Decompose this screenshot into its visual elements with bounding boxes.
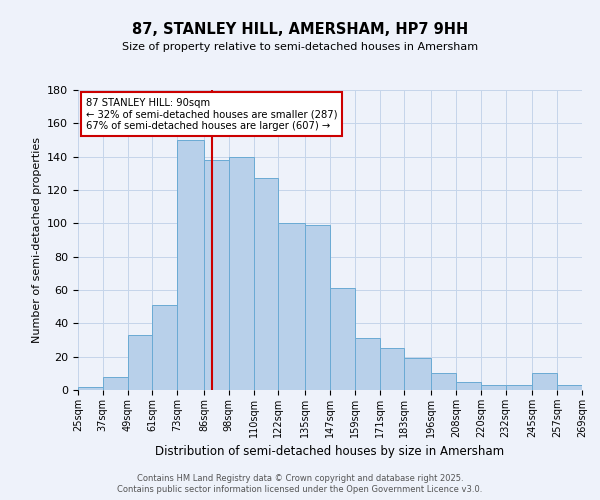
Bar <box>557 385 582 390</box>
Bar <box>506 385 532 390</box>
X-axis label: Distribution of semi-detached houses by size in Amersham: Distribution of semi-detached houses by … <box>155 446 505 458</box>
Bar <box>78 386 103 390</box>
Bar <box>204 160 229 390</box>
Text: 87 STANLEY HILL: 90sqm
← 32% of semi-detached houses are smaller (287)
67% of se: 87 STANLEY HILL: 90sqm ← 32% of semi-det… <box>86 98 337 130</box>
Bar <box>128 335 152 390</box>
Bar <box>254 178 278 390</box>
Bar <box>305 225 330 390</box>
Bar <box>481 385 506 390</box>
Bar <box>229 156 254 390</box>
Bar <box>404 358 431 390</box>
Bar <box>177 140 204 390</box>
Text: Contains HM Land Registry data © Crown copyright and database right 2025.
Contai: Contains HM Land Registry data © Crown c… <box>118 474 482 494</box>
Bar <box>152 305 177 390</box>
Y-axis label: Number of semi-detached properties: Number of semi-detached properties <box>32 137 41 343</box>
Bar <box>380 348 404 390</box>
Text: Size of property relative to semi-detached houses in Amersham: Size of property relative to semi-detach… <box>122 42 478 52</box>
Bar <box>330 288 355 390</box>
Text: 87, STANLEY HILL, AMERSHAM, HP7 9HH: 87, STANLEY HILL, AMERSHAM, HP7 9HH <box>132 22 468 38</box>
Bar <box>278 224 305 390</box>
Bar <box>456 382 481 390</box>
Bar <box>532 374 557 390</box>
Bar <box>355 338 380 390</box>
Bar <box>431 374 456 390</box>
Bar <box>103 376 128 390</box>
